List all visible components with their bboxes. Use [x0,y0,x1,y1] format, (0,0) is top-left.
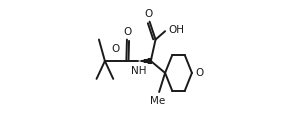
Polygon shape [138,58,151,64]
Text: Me: Me [150,96,166,106]
Text: O: O [144,9,153,19]
Text: OH: OH [168,25,184,35]
Text: O: O [123,27,132,37]
Text: NH: NH [131,66,146,76]
Text: O: O [195,68,203,78]
Text: O: O [111,44,120,54]
